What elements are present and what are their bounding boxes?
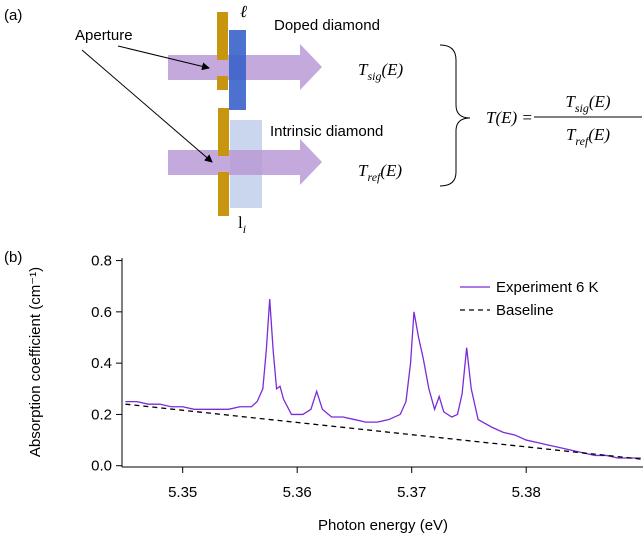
legend-label: Experiment 6 K [496, 279, 599, 296]
y-tick-label: 0.6 [91, 304, 112, 321]
intrinsic-label: Intrinsic diamond [270, 123, 383, 140]
series-line [125, 403, 644, 460]
brace [439, 44, 471, 187]
y-tick-label: 0.0 [91, 458, 112, 475]
aperture-plate [218, 172, 229, 216]
thickness-label: li [238, 213, 246, 236]
thickness-label: ℓ [240, 2, 247, 21]
x-tick-label: 5.38 [512, 484, 541, 501]
beam [168, 139, 322, 185]
x-tick-label: 5.36 [283, 484, 312, 501]
aperture-label: Aperture [75, 27, 133, 44]
legend-label: Baseline [496, 302, 554, 319]
t-ref: Tref(E) [358, 161, 402, 184]
pointer [81, 49, 213, 163]
aperture-plate [217, 12, 228, 60]
y-tick-label: 0.2 [91, 406, 112, 423]
denominator: Tref(E) [566, 125, 610, 148]
panel-label: (a) [4, 7, 22, 24]
x-tick-label: 5.37 [397, 484, 426, 501]
x-axis-label: Photon energy (eV) [318, 517, 448, 534]
y-tick-label: 0.4 [91, 355, 112, 372]
t-sig: Tsig(E) [358, 60, 404, 83]
series-line [125, 298, 641, 459]
equation-lhs: T(E) = [486, 108, 533, 127]
aperture-plate [217, 76, 228, 90]
numerator: Tsig(E) [565, 92, 611, 115]
doped-sample [229, 30, 246, 110]
aperture-plate [218, 108, 229, 156]
x-tick-label: 5.35 [168, 484, 197, 501]
panel-label: (b) [4, 249, 22, 266]
doped-label: Doped diamond [274, 17, 380, 34]
y-tick-label: 0.8 [91, 253, 112, 270]
y-axis-label: Absorption coefficient (cm⁻¹) [27, 267, 44, 457]
pointer [117, 45, 210, 71]
